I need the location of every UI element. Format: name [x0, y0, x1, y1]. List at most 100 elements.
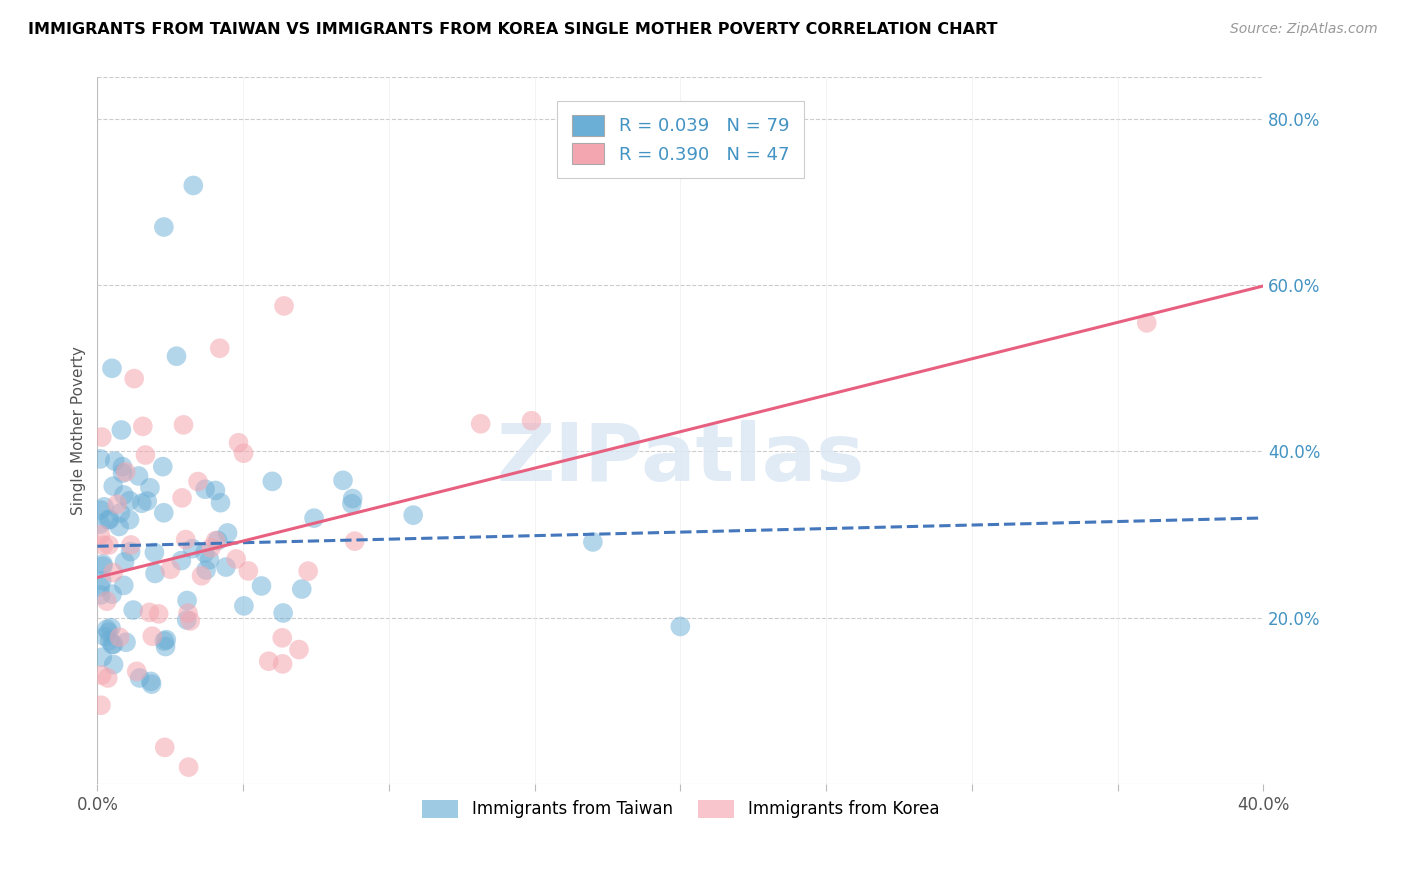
Point: [100, 621, 122, 635]
Point: [228, 435, 250, 450]
Point: [131, 496, 153, 510]
Point: [343, 534, 366, 549]
Point: [91, 559, 114, 574]
Point: [238, 564, 260, 578]
Point: [159, 562, 181, 576]
Point: [101, 587, 124, 601]
Point: [273, 299, 295, 313]
Point: [97, 625, 120, 640]
Point: [262, 475, 284, 489]
Point: [120, 538, 142, 552]
Point: [141, 629, 163, 643]
Point: [91, 650, 114, 665]
Point: [90, 430, 112, 444]
Point: [97, 538, 120, 552]
Point: [114, 465, 136, 479]
Point: [257, 654, 280, 668]
Point: [302, 511, 325, 525]
Point: [111, 466, 134, 480]
Point: [232, 599, 254, 613]
Point: [96, 622, 118, 636]
Point: [89, 452, 111, 467]
Point: [94, 630, 117, 644]
Point: [148, 607, 170, 621]
Point: [118, 513, 141, 527]
Point: [195, 563, 218, 577]
Point: [90, 574, 112, 588]
Point: [93, 500, 115, 514]
Point: [172, 417, 194, 432]
Point: [152, 506, 174, 520]
Point: [112, 578, 135, 592]
Point: [520, 414, 543, 428]
Point: [112, 488, 135, 502]
Point: [271, 606, 294, 620]
Point: [98, 512, 121, 526]
Point: [332, 473, 354, 487]
Point: [209, 496, 232, 510]
Point: [108, 519, 131, 533]
Text: ZIPatlas: ZIPatlas: [496, 420, 865, 498]
Point: [89, 527, 111, 541]
Legend: Immigrants from Taiwan, Immigrants from Korea: Immigrants from Taiwan, Immigrants from …: [415, 793, 946, 825]
Point: [250, 579, 273, 593]
Point: [90, 668, 112, 682]
Point: [101, 361, 124, 376]
Point: [118, 493, 141, 508]
Point: [104, 454, 127, 468]
Point: [91, 557, 114, 571]
Point: [105, 497, 128, 511]
Point: [153, 740, 176, 755]
Point: [90, 588, 112, 602]
Point: [152, 459, 174, 474]
Point: [342, 491, 364, 506]
Point: [194, 546, 217, 560]
Point: [177, 606, 200, 620]
Point: [582, 535, 605, 549]
Point: [291, 582, 314, 596]
Point: [143, 545, 166, 559]
Point: [155, 640, 177, 654]
Point: [132, 419, 155, 434]
Point: [470, 417, 492, 431]
Point: [103, 637, 125, 651]
Point: [96, 594, 118, 608]
Point: [217, 525, 239, 540]
Point: [98, 633, 121, 648]
Point: [122, 603, 145, 617]
Point: [111, 459, 134, 474]
Point: [103, 657, 125, 672]
Point: [141, 677, 163, 691]
Point: [176, 613, 198, 627]
Point: [170, 553, 193, 567]
Point: [108, 630, 131, 644]
Point: [402, 508, 425, 523]
Point: [128, 671, 150, 685]
Point: [225, 552, 247, 566]
Point: [194, 482, 217, 496]
Point: [114, 555, 136, 569]
Point: [103, 566, 125, 580]
Point: [89, 580, 111, 594]
Point: [669, 619, 692, 633]
Point: [204, 483, 226, 498]
Point: [176, 593, 198, 607]
Y-axis label: Single Mother Poverty: Single Mother Poverty: [72, 346, 86, 515]
Point: [271, 657, 294, 671]
Point: [179, 614, 201, 628]
Point: [288, 642, 311, 657]
Point: [90, 698, 112, 713]
Point: [138, 605, 160, 619]
Point: [120, 544, 142, 558]
Point: [110, 423, 132, 437]
Point: [125, 665, 148, 679]
Point: [93, 538, 115, 552]
Point: [177, 760, 200, 774]
Point: [181, 178, 204, 193]
Point: [340, 497, 363, 511]
Point: [90, 503, 112, 517]
Point: [200, 541, 222, 555]
Point: [153, 634, 176, 648]
Point: [153, 219, 176, 234]
Point: [166, 349, 188, 363]
